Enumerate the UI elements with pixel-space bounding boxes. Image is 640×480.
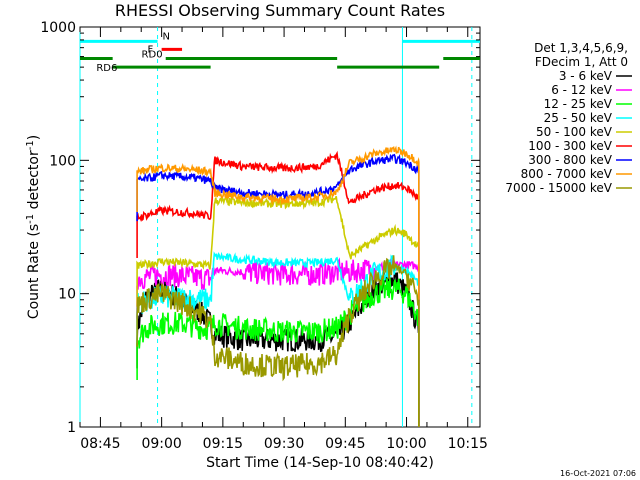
legend-entry-label: 800 - 7000 keV <box>521 167 613 181</box>
series-line-3 <box>136 277 420 427</box>
series-line-4 <box>136 251 420 427</box>
x-axis-label: Start Time (14-Sep-10 08:40:42) <box>206 455 434 471</box>
series-line-6 <box>136 150 420 427</box>
flag-label-n: N <box>163 31 170 42</box>
legend-entry-label: 50 - 100 keV <box>536 125 613 139</box>
legend-header-line-2: FDecim 1, Att 0 <box>535 55 628 69</box>
legend-entry-label: 25 - 50 keV <box>544 111 613 125</box>
legend-entry-label: 100 - 300 keV <box>528 139 612 153</box>
x-tick-label: 08:45 <box>80 436 120 452</box>
flag-label-rd0: RD0 <box>142 50 163 61</box>
y-tick-label: 100 <box>49 153 76 169</box>
legend-entry-label: 300 - 800 keV <box>528 153 612 167</box>
timestamp: 16-Oct-2021 07:06 <box>560 469 636 478</box>
legend-header-line-1: Det 1,3,4,5,6,9, <box>534 41 628 55</box>
series-line-7 <box>136 153 420 427</box>
legend: Det 1,3,4,5,6,9, FDecim 1, Att 0 3 - 6 k… <box>505 41 632 195</box>
y-label-superscript-2: -1 <box>25 140 36 150</box>
y-label-part-2: detector <box>26 150 42 214</box>
x-tick-label: 10:15 <box>448 436 488 452</box>
y-tick-label: 1 <box>67 420 76 436</box>
y-axis-label: Count Rate (s-1 detector-1) <box>25 135 42 319</box>
y-label-part-1: Count Rate (s <box>26 224 42 319</box>
legend-entry-label: 7000 - 15000 keV <box>505 181 612 195</box>
legend-entry-label: 12 - 25 keV <box>544 97 613 111</box>
series-line-8 <box>136 145 420 427</box>
y-label-superscript-1: -1 <box>25 214 36 224</box>
series-line-5 <box>136 194 420 427</box>
x-tick-label: 09:45 <box>325 436 365 452</box>
legend-entry-label: 6 - 12 keV <box>551 83 613 97</box>
y-label-part-3: ) <box>26 135 42 140</box>
y-tick-label: 10 <box>58 287 76 303</box>
legend-entry-label: 3 - 6 keV <box>559 69 613 83</box>
x-tick-label: 09:30 <box>264 436 304 452</box>
x-tick-label: 10:00 <box>386 436 426 452</box>
y-tick-label: 1000 <box>40 20 76 36</box>
flag-label-f: F <box>148 44 154 55</box>
x-tick-label: 09:00 <box>141 436 181 452</box>
flag-label-rd6: RD6 <box>96 63 117 74</box>
series-line-9 <box>136 255 420 427</box>
axes: 1 10 100 1000 08:45 09:00 09:15 09:30 09:45 10:00… <box>40 20 488 452</box>
chart-title: RHESSI Observing Summary Count Rates <box>115 1 445 20</box>
x-tick-label: 09:15 <box>203 436 243 452</box>
